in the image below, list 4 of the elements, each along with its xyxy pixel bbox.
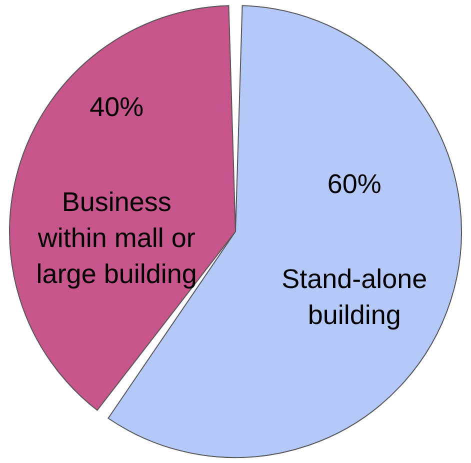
slice-label: Stand-alone building bbox=[282, 264, 428, 330]
data-label: 60% bbox=[327, 169, 382, 200]
data-label: 40% bbox=[90, 92, 144, 122]
slice-label: Business within mall or large building bbox=[36, 186, 197, 289]
